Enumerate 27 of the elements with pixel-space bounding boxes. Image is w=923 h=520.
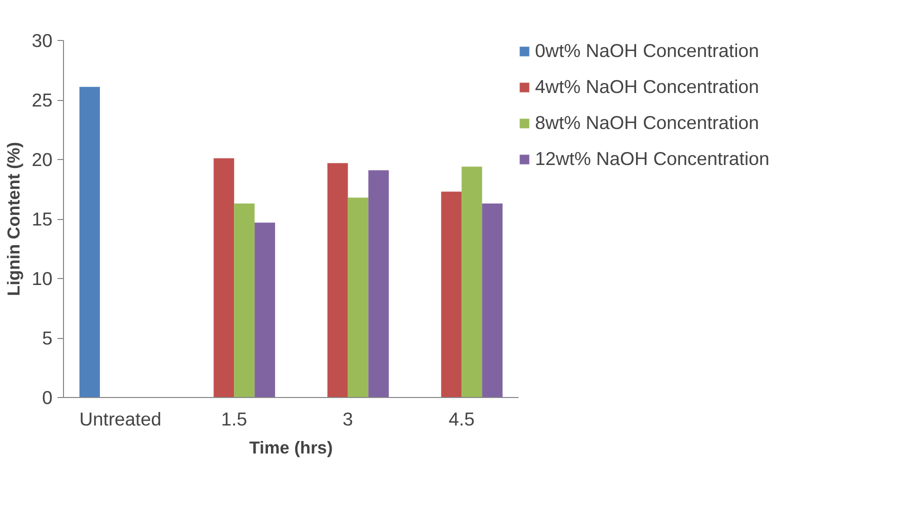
bar	[79, 86, 100, 398]
legend-label: 8wt% NaOH Concentration	[535, 112, 759, 134]
legend-label: 12wt% NaOH Concentration	[535, 148, 770, 170]
y-tick-label: 15	[32, 208, 53, 230]
x-tick-label: 1.5	[221, 408, 248, 430]
x-tick-label: 4.5	[448, 408, 475, 430]
bar	[462, 166, 482, 398]
bar	[234, 204, 255, 398]
y-tick-label: 20	[32, 149, 53, 170]
y-axis-title: Lignin Content (%)	[4, 142, 24, 296]
y-tick-label: 0	[42, 387, 53, 408]
bar	[441, 192, 462, 398]
x-axis-title: Time (hrs)	[249, 438, 333, 458]
bar	[348, 198, 368, 398]
y-tick-label: 30	[32, 30, 53, 51]
bar	[327, 163, 348, 398]
y-tick-label: 5	[42, 328, 53, 348]
legend-label: 4wt% NaOH Concentration	[535, 76, 759, 98]
x-tick-label: Untreated	[79, 408, 162, 430]
bar	[254, 222, 276, 398]
y-tick-label: 10	[32, 268, 53, 289]
legend-label: 0wt% NaOH Concentration	[535, 40, 759, 62]
bar	[482, 204, 503, 398]
bar	[214, 158, 234, 398]
y-tick-label: 25	[32, 90, 53, 110]
x-tick-label: 3	[342, 408, 354, 430]
bar	[368, 170, 389, 398]
